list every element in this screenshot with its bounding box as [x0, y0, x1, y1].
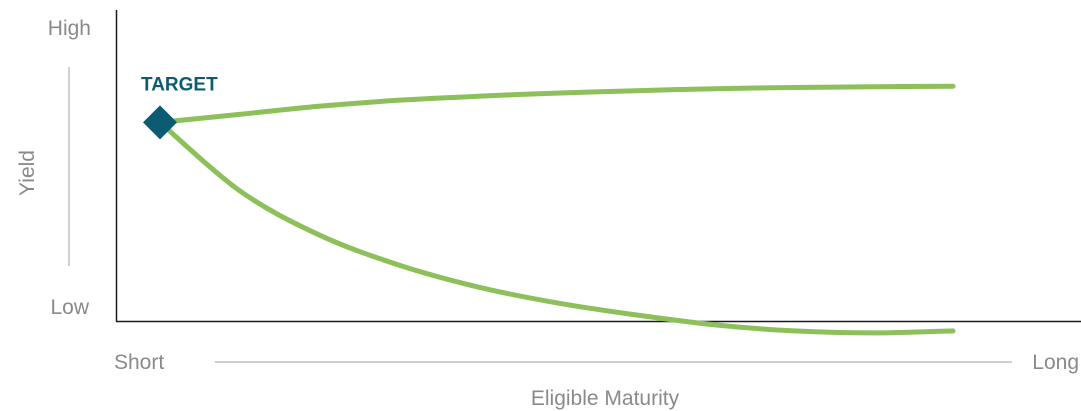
y-axis-title: Yield — [16, 150, 39, 196]
x-tick-label-short: Short — [114, 351, 164, 374]
target-label: TARGET — [141, 74, 218, 95]
y-tick-label-low: Low — [50, 296, 89, 319]
y-tick-label-high: High — [48, 17, 91, 40]
series-line-2 — [157, 119, 956, 336]
series-layer — [157, 83, 956, 336]
x-axis-title: Eligible Maturity — [531, 387, 680, 410]
x-tick-label-long: Long — [1032, 351, 1079, 374]
target-diamond-marker — [143, 105, 177, 140]
series-line-1 — [157, 83, 956, 125]
